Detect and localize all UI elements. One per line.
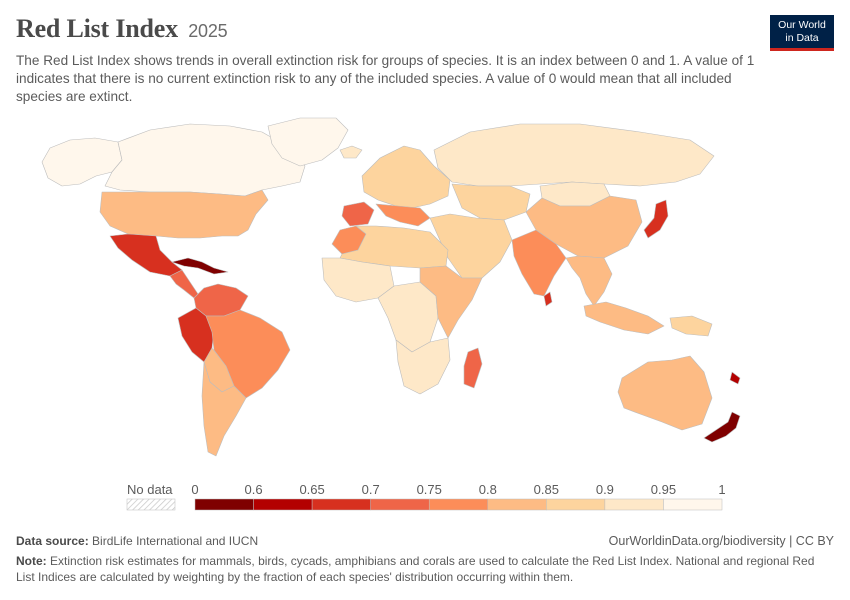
region-indonesia[interactable] xyxy=(583,301,665,335)
legend-swatch-2[interactable] xyxy=(311,498,371,511)
data-source: Data source: BirdLife International and … xyxy=(16,534,834,548)
color-legend: No data 0 0.6 0.65 0.7 0.75 0.8 0.85 0.9 0.95 1 xyxy=(0,478,850,518)
chart-subtitle: The Red List Index shows trends in overa… xyxy=(16,53,755,104)
region-japan[interactable] xyxy=(643,199,669,239)
region-australia[interactable] xyxy=(617,355,713,431)
legend-tick-label: 0.75 xyxy=(416,482,442,497)
legend-swatch-5[interactable] xyxy=(487,498,547,511)
region-russia[interactable] xyxy=(433,123,715,187)
credit-link[interactable]: OurWorldinData.org/biodiversity | CC BY xyxy=(608,534,834,548)
region-north-africa[interactable] xyxy=(339,225,449,269)
note-value: Extinction risk estimates for mammals, b… xyxy=(16,554,815,584)
logo-line-1: Our World xyxy=(778,19,826,31)
no-data-swatch xyxy=(126,498,176,511)
region-india[interactable] xyxy=(511,229,567,297)
region-new-zealand[interactable] xyxy=(703,411,741,443)
title-year: 2025 xyxy=(188,21,228,41)
legend-tick-label: 0.65 xyxy=(299,482,325,497)
region-alaska[interactable] xyxy=(41,137,123,187)
legend-tick-label: 1 xyxy=(718,482,726,497)
legend-tick-label: 0.6 xyxy=(244,482,263,497)
region-italy-balkans[interactable] xyxy=(375,203,431,227)
legend-bar xyxy=(126,498,723,511)
source-value[interactable]: BirdLife International and IUCN xyxy=(92,534,259,548)
region-southern-africa[interactable] xyxy=(395,337,451,395)
region-southeast-asia[interactable] xyxy=(565,255,613,307)
legend-tick-label: 0 xyxy=(191,482,199,497)
region-mexico[interactable] xyxy=(109,233,183,277)
footnote: Note: Extinction risk estimates for mamm… xyxy=(16,553,834,585)
logo-line-2: in Data xyxy=(785,32,819,44)
legend-tick-label: 0.95 xyxy=(650,482,677,497)
title-text: Red List Index xyxy=(16,14,178,43)
legend-tick-label: 0.7 xyxy=(361,482,380,497)
region-new-caledonia[interactable] xyxy=(729,371,741,385)
region-iberia[interactable] xyxy=(341,201,375,227)
region-europe[interactable] xyxy=(361,145,451,209)
region-sri-lanka[interactable] xyxy=(543,291,553,307)
legend-swatch-3[interactable] xyxy=(370,498,430,511)
region-chile-argentina[interactable] xyxy=(201,361,247,457)
legend-swatch-4[interactable] xyxy=(428,498,489,511)
source-label: Data source: xyxy=(16,534,89,548)
region-central-africa[interactable] xyxy=(377,281,439,353)
legend-swatch-7[interactable] xyxy=(604,498,664,511)
owid-logo[interactable]: Our World in Data xyxy=(770,15,834,51)
region-central-america[interactable] xyxy=(169,269,199,299)
legend-swatch-1[interactable] xyxy=(253,498,313,511)
region-usa[interactable] xyxy=(99,189,269,239)
note-label: Note: xyxy=(16,554,47,568)
region-caribbean[interactable] xyxy=(171,257,229,275)
region-greenland[interactable] xyxy=(267,117,349,167)
world-map xyxy=(41,117,741,457)
region-iceland[interactable] xyxy=(339,145,363,159)
legend-swatch-0[interactable] xyxy=(194,498,254,511)
region-east-africa[interactable] xyxy=(419,265,483,339)
legend-swatch-6[interactable] xyxy=(546,498,606,511)
region-madagascar[interactable] xyxy=(463,347,483,389)
legend-tick-label: 0.85 xyxy=(533,482,559,497)
legend-tick-label: 0.8 xyxy=(478,482,497,497)
chart-title: Red List Index 2025 xyxy=(16,14,228,44)
no-data-label: No data xyxy=(127,482,173,497)
region-papua[interactable] xyxy=(669,315,713,337)
region-kazakhstan-central-asia[interactable] xyxy=(451,183,531,221)
legend-tick-label: 0.9 xyxy=(595,482,614,497)
legend-swatch-8[interactable] xyxy=(663,498,723,511)
